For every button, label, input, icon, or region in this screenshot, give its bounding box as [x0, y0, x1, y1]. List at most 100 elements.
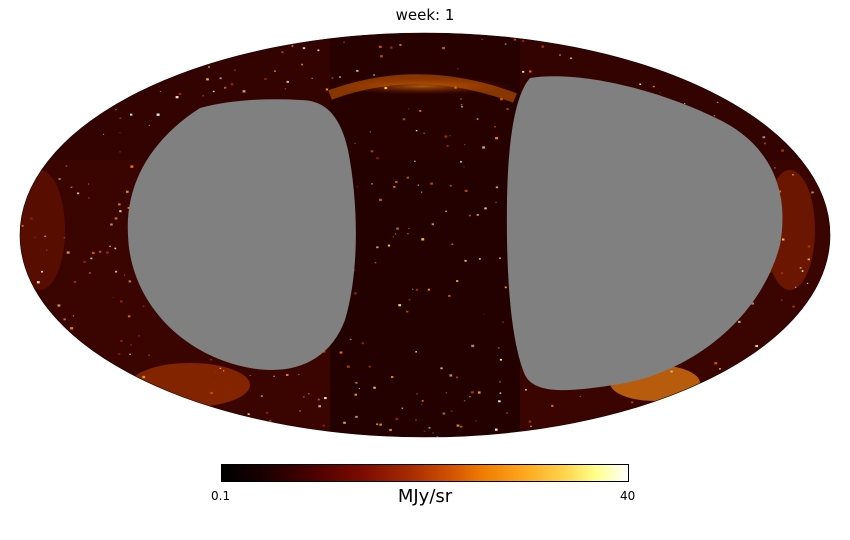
point-source	[408, 299, 411, 301]
point-source	[499, 257, 501, 259]
point-source	[380, 55, 383, 58]
point-source	[633, 385, 635, 387]
point-source	[230, 83, 234, 86]
point-source	[483, 313, 485, 315]
point-source	[807, 245, 811, 248]
point-source	[325, 88, 329, 91]
point-source	[156, 113, 160, 116]
colorbar-unit-label: MJy/sr	[397, 486, 453, 507]
point-source	[324, 397, 327, 400]
point-source	[440, 367, 443, 370]
point-source	[449, 184, 452, 187]
point-source	[780, 272, 784, 275]
point-source	[148, 354, 150, 356]
point-source	[436, 436, 439, 437]
point-source	[142, 305, 145, 307]
point-source	[34, 236, 36, 239]
point-source	[419, 110, 422, 112]
point-source	[792, 305, 795, 308]
point-source	[423, 132, 425, 134]
point-source	[224, 86, 227, 89]
point-source	[389, 46, 393, 49]
point-source	[504, 286, 507, 289]
point-source	[463, 166, 465, 168]
map-title: week: 1	[395, 6, 455, 24]
point-source	[376, 246, 379, 249]
point-source	[421, 404, 423, 406]
point-source	[77, 192, 80, 195]
point-source	[495, 201, 497, 203]
point-source	[361, 342, 364, 345]
point-source	[499, 358, 502, 361]
point-source	[119, 132, 121, 134]
point-source	[522, 70, 525, 73]
point-source	[521, 40, 525, 42]
colorbar	[221, 464, 629, 482]
point-source	[219, 367, 222, 369]
point-source	[125, 190, 129, 193]
point-source	[103, 133, 105, 135]
point-source	[457, 68, 459, 70]
point-source	[406, 310, 409, 313]
point-source	[355, 381, 358, 384]
point-source	[513, 38, 516, 41]
point-source	[120, 300, 123, 303]
point-source	[142, 375, 146, 379]
point-source	[63, 237, 66, 239]
point-source	[445, 210, 447, 212]
point-source	[286, 80, 289, 83]
point-source	[454, 86, 457, 89]
point-source	[343, 41, 345, 43]
point-source	[713, 115, 715, 117]
point-source	[110, 223, 113, 226]
point-source	[781, 149, 784, 152]
point-source	[755, 345, 758, 348]
point-source	[119, 151, 121, 153]
point-source	[476, 214, 479, 216]
point-source	[541, 45, 545, 48]
point-source	[41, 270, 43, 273]
point-source	[206, 78, 209, 81]
point-source	[763, 142, 766, 145]
point-source	[376, 157, 379, 160]
point-source	[528, 420, 532, 423]
point-source	[298, 374, 300, 376]
point-source	[323, 351, 326, 353]
point-source	[432, 432, 434, 434]
point-source	[87, 183, 89, 185]
point-source	[684, 103, 686, 105]
point-source	[751, 302, 754, 305]
point-source	[148, 124, 150, 126]
point-source	[374, 262, 377, 264]
point-source	[778, 190, 781, 193]
point-source	[378, 45, 382, 48]
point-source	[355, 415, 358, 418]
point-source	[109, 245, 111, 248]
point-source	[370, 150, 374, 153]
point-source	[302, 396, 305, 398]
point-source	[273, 375, 275, 377]
point-source	[559, 54, 561, 56]
point-source	[477, 391, 481, 394]
point-source	[233, 69, 236, 72]
point-source	[781, 238, 785, 241]
point-source	[114, 247, 117, 250]
point-source	[339, 76, 341, 78]
point-source	[128, 280, 132, 283]
point-source	[498, 400, 501, 403]
point-source	[175, 96, 179, 99]
point-source	[129, 353, 131, 355]
point-source	[401, 407, 404, 409]
point-source	[65, 165, 68, 167]
point-source	[421, 191, 423, 193]
point-source	[159, 90, 162, 92]
point-source	[354, 142, 356, 145]
point-source	[264, 77, 267, 80]
point-source	[738, 320, 741, 323]
point-source	[106, 251, 109, 254]
point-source	[460, 98, 462, 100]
point-source	[719, 368, 721, 370]
point-source	[368, 365, 371, 368]
point-source	[461, 105, 464, 108]
colorbar-max-label: 40	[620, 489, 636, 503]
